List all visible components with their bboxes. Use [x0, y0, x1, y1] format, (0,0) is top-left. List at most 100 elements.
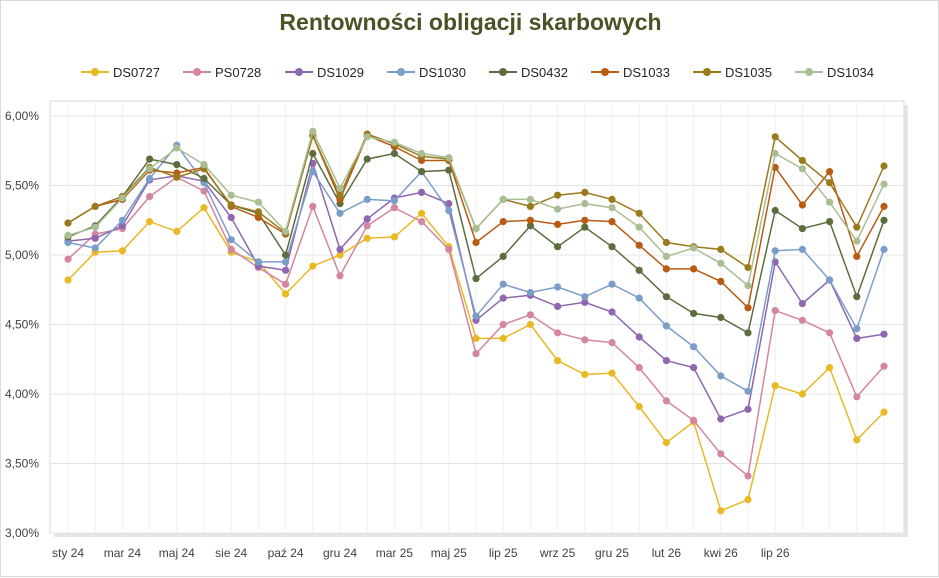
legend: DS0727 PS0728 DS1029 DS1030 DS0432 DS1033 DS10…: [81, 63, 901, 81]
legend-swatch: [795, 66, 823, 78]
data-point-ds0727: [826, 364, 834, 372]
data-point-ds1030: [118, 216, 126, 224]
data-point-ds1030: [227, 236, 235, 244]
data-point-ds0432: [554, 243, 562, 251]
data-point-ds1033: [880, 202, 888, 210]
data-point-ds1030: [336, 209, 344, 217]
data-point-ds0727: [499, 334, 507, 342]
data-point-ds0432: [282, 251, 290, 259]
y-tick-label: 4,00%: [5, 387, 39, 401]
data-point-ds0727: [118, 247, 126, 255]
data-point-ds0727: [744, 496, 752, 504]
x-tick-label: lip 25: [489, 546, 518, 560]
data-point-ds0727: [200, 204, 208, 212]
data-point-ds1034: [363, 133, 371, 141]
data-point-ds0432: [880, 216, 888, 224]
data-point-ds1029: [227, 213, 235, 222]
data-point-ps0728: [581, 336, 589, 344]
y-tick-label: 3,00%: [5, 526, 39, 540]
legend-item-ds1030: DS1030: [387, 65, 489, 80]
data-point-ds1034: [146, 165, 154, 173]
data-point-ds1030: [390, 197, 398, 205]
data-point-ds0432: [608, 243, 616, 251]
data-point-ds0727: [635, 402, 643, 411]
data-point-ds1034: [853, 237, 861, 245]
data-point-ps0728: [282, 280, 290, 288]
legend-item-ds0432: DS0432: [489, 65, 591, 80]
data-point-ds1035: [173, 173, 181, 181]
legend-swatch: [387, 66, 415, 78]
data-point-ds1033: [798, 201, 807, 209]
legend-label: PS0728: [215, 64, 262, 80]
data-point-ds1034: [91, 223, 99, 231]
data-point-ds0432: [581, 223, 589, 231]
y-tick-label: 3,50%: [5, 457, 39, 471]
data-point-ds1034: [581, 200, 589, 208]
data-point-ds1029: [118, 222, 126, 230]
y-tick-label: 6,00%: [5, 109, 39, 123]
data-point-ds0432: [690, 309, 698, 317]
x-tick-label: paź 24: [268, 546, 304, 560]
data-point-ds1029: [554, 302, 562, 310]
data-point-ds1034: [472, 225, 480, 233]
data-point-ds1029: [662, 357, 671, 365]
data-point-ds1029: [581, 298, 589, 306]
data-point-ds1030: [499, 280, 507, 288]
legend-swatch: [489, 66, 517, 78]
data-point-ps0728: [336, 272, 344, 280]
data-point-ds0727: [880, 408, 888, 416]
data-point-ps0728: [717, 450, 725, 458]
data-point-ds1030: [771, 247, 779, 255]
x-tick-label: maj 24: [159, 546, 195, 560]
data-point-ds1030: [91, 244, 99, 252]
data-point-ps0728: [635, 364, 643, 372]
x-tick-label: gru 24: [323, 546, 357, 560]
data-point-ds1034: [309, 127, 317, 135]
data-point-ds1033: [662, 265, 671, 273]
data-point-ps0728: [418, 218, 426, 226]
x-tick-label: sie 24: [215, 546, 247, 560]
data-point-ds1034: [608, 204, 616, 212]
data-point-ps0728: [826, 329, 834, 337]
data-point-ds1034: [64, 231, 72, 240]
data-point-ds1030: [717, 372, 725, 380]
data-point-ps0728: [554, 329, 562, 337]
y-tick-label: 4,50%: [5, 318, 39, 332]
data-point-ps0728: [390, 204, 398, 212]
data-point-ds1030: [554, 283, 562, 291]
data-point-ds0727: [336, 251, 344, 259]
data-point-ds1034: [173, 144, 181, 152]
data-point-ps0728: [363, 222, 371, 230]
data-point-ds0432: [526, 222, 535, 230]
data-point-ds1035: [717, 245, 725, 253]
data-point-ps0728: [771, 307, 779, 315]
data-point-ps0728: [608, 339, 616, 347]
data-point-ps0728: [662, 397, 671, 405]
data-point-ds1030: [581, 293, 589, 301]
data-point-ds1029: [880, 330, 888, 338]
data-point-ds1029: [418, 188, 426, 196]
legend-swatch: [183, 66, 211, 78]
data-point-ps0728: [146, 193, 154, 201]
data-point-ds0432: [798, 225, 807, 233]
data-point-ds1029: [282, 266, 290, 274]
data-point-ds1034: [744, 282, 752, 290]
x-tick-label: lip 26: [761, 546, 790, 560]
data-point-ds1030: [635, 294, 643, 302]
data-point-ds1030: [798, 245, 807, 253]
data-point-ds0727: [363, 234, 371, 242]
x-tick-label: lut 26: [652, 546, 682, 560]
data-point-ds1030: [526, 288, 535, 297]
data-point-ds1029: [690, 364, 698, 372]
data-point-ds1030: [363, 195, 371, 203]
data-point-ds1030: [254, 258, 262, 266]
data-point-ps0728: [445, 245, 453, 253]
data-point-ds1029: [717, 415, 725, 423]
data-point-ds0727: [798, 390, 807, 398]
series-ds0432: [64, 149, 888, 337]
data-point-ds1030: [744, 387, 752, 395]
data-point-ds1029: [363, 215, 371, 223]
data-point-ds1035: [554, 191, 562, 199]
data-point-ds0727: [64, 276, 72, 284]
data-point-ds1034: [445, 154, 453, 162]
